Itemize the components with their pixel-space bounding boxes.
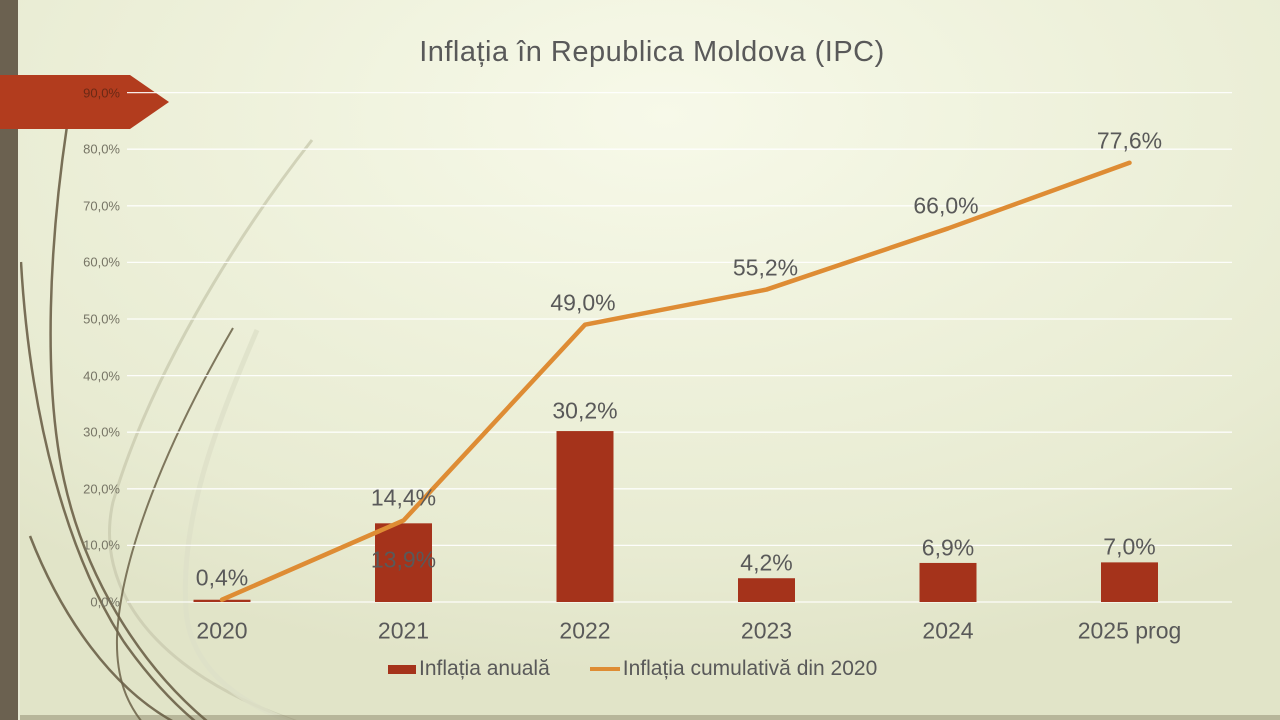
chart-title: Inflația în Republica Moldova (IPC) <box>419 36 885 68</box>
y-axis-label: 30,0% <box>83 424 120 440</box>
y-axis-label: 60,0% <box>83 254 120 270</box>
decorative-curve-light <box>108 139 314 720</box>
legend-item-cumulative: Inflația cumulativă din 2020 <box>589 657 878 681</box>
bar-2023 <box>738 578 795 602</box>
arrow-banner <box>0 75 169 129</box>
legend-label-cumulative: Inflația cumulativă din 2020 <box>622 657 878 680</box>
decorative-curve-dark <box>28 535 174 720</box>
cumulative-inflation-line <box>219 160 1132 602</box>
bar-2022 <box>556 431 614 602</box>
decorative-curve-dark <box>19 261 196 720</box>
chart-legend: Inflația anuală Inflația cumulativă din … <box>388 656 877 682</box>
y-axis-label: 50,0% <box>83 311 120 327</box>
legend-bar-swatch-icon <box>388 664 416 674</box>
bar-2021 <box>375 523 432 602</box>
decorative-curve-dark <box>49 125 208 720</box>
y-axis-label: 80,0% <box>83 141 120 157</box>
y-axis-label: 0,0% <box>90 594 120 610</box>
bar-2025 prog <box>1101 562 1158 602</box>
legend-line-swatch-icon <box>589 667 620 671</box>
y-axis: 0,0% 10,0% 20,0% 30,0% 40,0% 50,0% 60,0% 70,0% 8… <box>0 0 120 720</box>
left-edge-strip <box>0 0 20 720</box>
bottom-edge-shadow <box>0 715 1280 720</box>
y-axis-label: 90,0% <box>83 85 120 101</box>
bar-2024 <box>919 562 977 602</box>
decorative-curve-light <box>182 329 293 720</box>
y-axis-label: 20,0% <box>83 481 120 497</box>
legend-label-annual: Inflația anuală <box>419 657 550 680</box>
y-axis-label: 70,0% <box>83 198 120 214</box>
decorative-curve-dark <box>115 327 234 720</box>
y-axis-label: 40,0% <box>83 368 120 384</box>
y-axis-label: 10,0% <box>83 537 120 553</box>
legend-item-annual: Inflația anuală <box>388 657 550 681</box>
